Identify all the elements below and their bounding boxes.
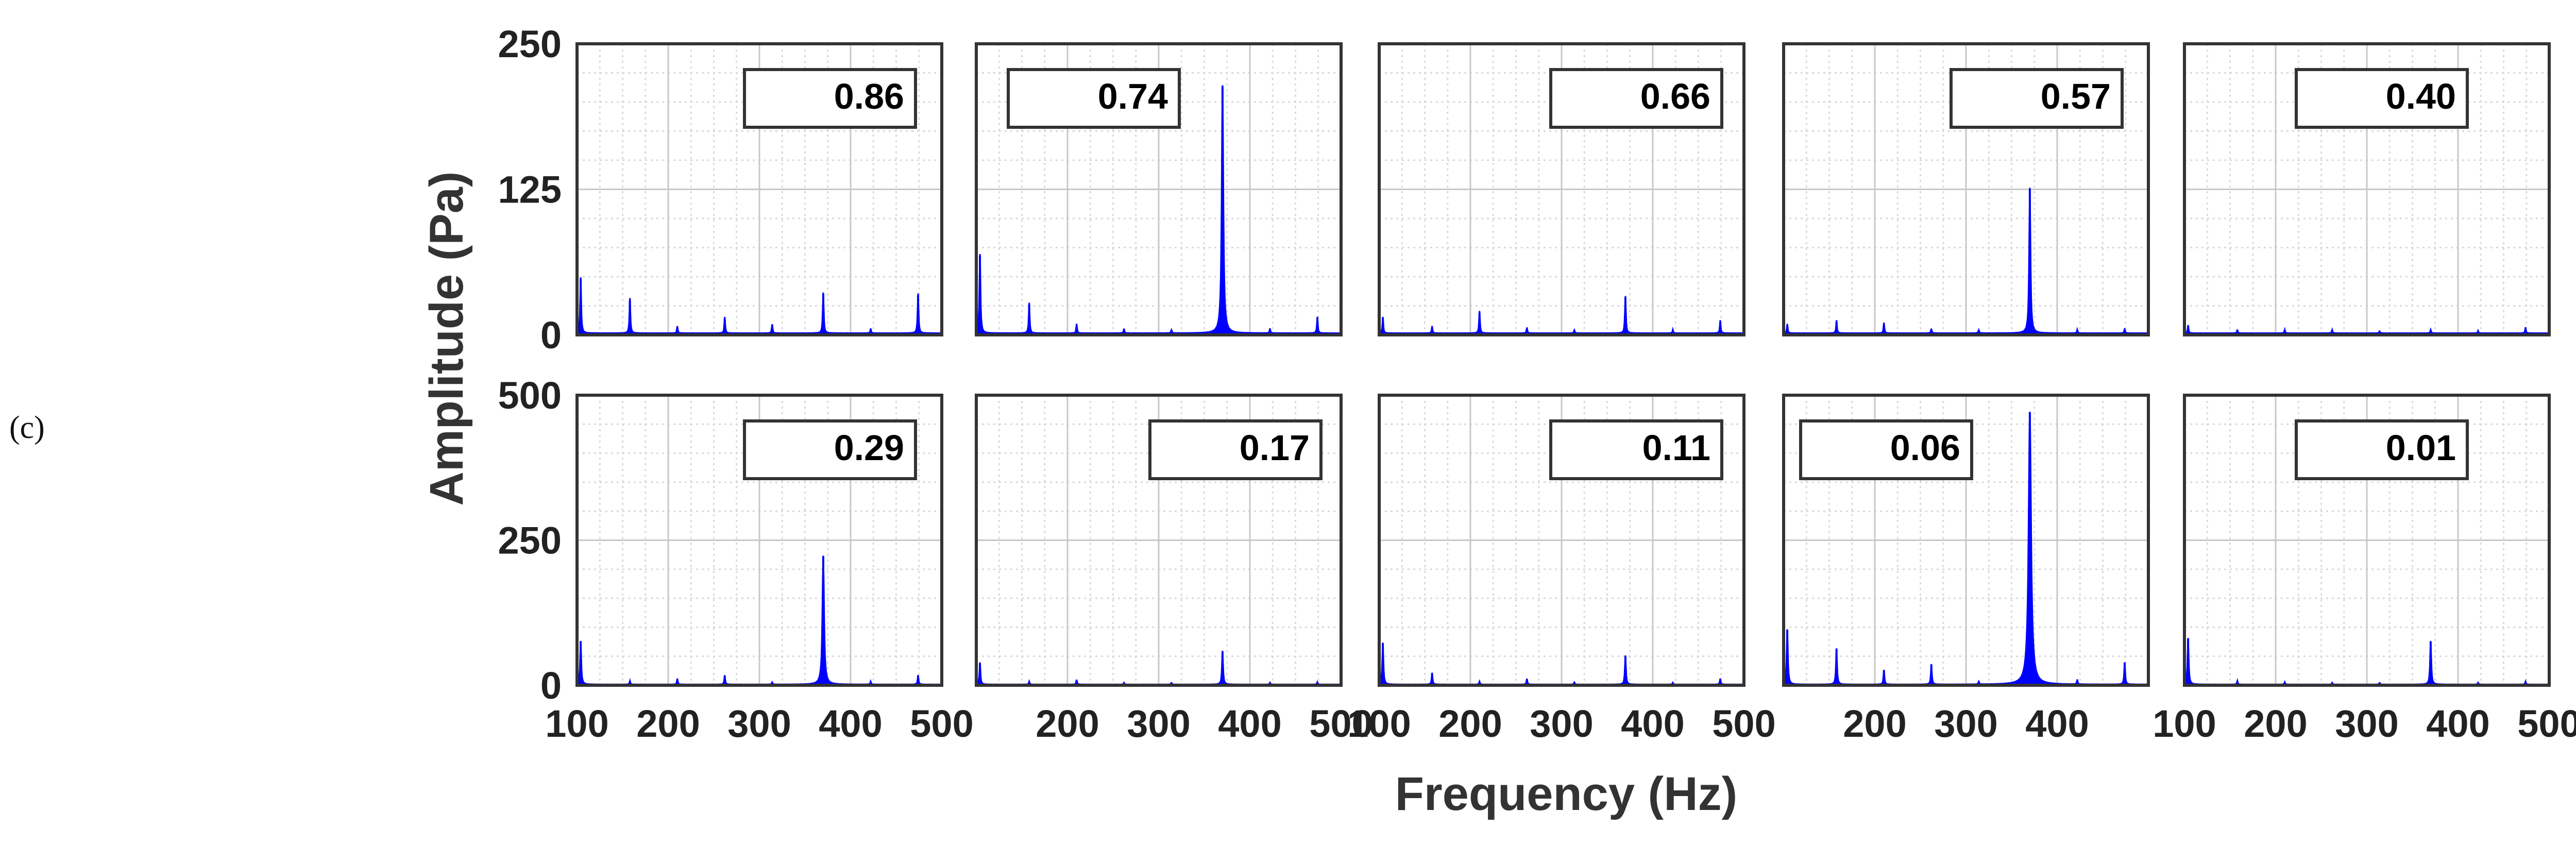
x-tick-label: 200 [636, 702, 700, 745]
axes-frame [1782, 394, 2150, 687]
x-tick-label: 200 [1843, 702, 1906, 745]
subplot-0-2: 0.66 [1378, 42, 1745, 336]
spectrum-line [576, 277, 942, 335]
y-axis-label: Amplitude (Pa) [420, 171, 473, 505]
x-tick-label: 100 [1347, 702, 1411, 745]
y-tick-label: 0 [540, 314, 562, 357]
annotation-box [1950, 68, 2124, 129]
x-tick-label: 500 [1712, 702, 1775, 745]
subplot-0-1: 0.74 [975, 42, 1343, 336]
annotation-value: 0.86 [834, 76, 904, 116]
annotation-box [1148, 419, 1323, 480]
annotation-box [1007, 68, 1181, 129]
y-tick-label: 0 [540, 664, 562, 707]
x-tick-label: 300 [2335, 702, 2398, 745]
annotation-value: 0.01 [2386, 428, 2456, 468]
subplot-1-0: 0.29 0 250 500 100 200 300 400 500 [498, 374, 974, 745]
axes-frame [1782, 42, 2150, 336]
axes-frame [2183, 394, 2551, 687]
axes-frame [975, 394, 1343, 687]
x-axis-label: Frequency (Hz) [1395, 768, 1738, 820]
annotation-box [1549, 419, 1723, 480]
axes-frame [2183, 42, 2551, 336]
subplot-1-2: 0.11 100 200 300 400 500 [1347, 394, 1776, 745]
axes-frame [575, 394, 943, 687]
x-tick-label: 300 [1934, 702, 1997, 745]
annotation-value: 0.66 [1640, 76, 1710, 116]
y-tick-label: 250 [498, 519, 562, 562]
annotation-box [1799, 419, 1973, 480]
y-tick-label: 125 [498, 168, 562, 211]
subplot-0-4: 0.40 [2183, 42, 2551, 336]
x-tick-label: 400 [819, 702, 882, 745]
annotation-box [743, 419, 917, 480]
x-tick-label: 100 [2153, 702, 2216, 745]
subplot-1-4: 0.01 100 200 300 400 500 [2153, 394, 2576, 745]
subplot-0-0: 0.86 0 125 250 [498, 23, 943, 357]
x-tick-label: 400 [1621, 702, 1684, 745]
x-tick-label: 500 [2517, 702, 2576, 745]
axes-frame [1378, 42, 1745, 336]
annotation-value: 0.17 [1240, 428, 1310, 468]
x-tick-label: 400 [1218, 702, 1281, 745]
axes-frame [975, 42, 1343, 336]
x-tick-label: 200 [1036, 702, 1099, 745]
panel-letter: (c) [9, 410, 45, 445]
y-tick-label: 250 [498, 23, 562, 65]
annotation-box [2295, 419, 2469, 480]
subplot-1-3: 0.06 200 300 400 [1782, 394, 2150, 745]
x-tick-label: 300 [727, 702, 791, 745]
annotation-box [1549, 68, 1723, 129]
annotation-value: 0.06 [1890, 428, 1960, 468]
annotation-value: 0.57 [2041, 76, 2111, 116]
spectrum-line [1783, 188, 2149, 335]
spectrum-line [975, 85, 1342, 335]
x-tick-label: 500 [1309, 702, 1372, 745]
x-tick-label: 500 [910, 702, 973, 745]
annotation-box [2295, 68, 2469, 129]
x-tick-label: 100 [545, 702, 608, 745]
x-tick-label: 200 [2244, 702, 2307, 745]
annotation-value: 0.74 [1098, 76, 1168, 116]
x-tick-label: 400 [2025, 702, 2089, 745]
y-tick-label: 500 [498, 374, 562, 417]
annotation-value: 0.11 [1642, 428, 1710, 468]
axes-frame [575, 42, 943, 336]
annotation-value: 0.29 [834, 428, 904, 468]
x-tick-label: 300 [1127, 702, 1190, 745]
subplot-1-1: 0.17 200 300 400 500 [975, 394, 1373, 745]
x-tick-label: 300 [1530, 702, 1593, 745]
x-tick-label: 400 [2426, 702, 2489, 745]
axes-frame [1378, 394, 1745, 687]
annotation-value: 0.40 [2386, 76, 2456, 116]
subplot-0-3: 0.57 [1782, 42, 2150, 336]
annotation-box [743, 68, 917, 129]
x-tick-label: 200 [1438, 702, 1502, 745]
